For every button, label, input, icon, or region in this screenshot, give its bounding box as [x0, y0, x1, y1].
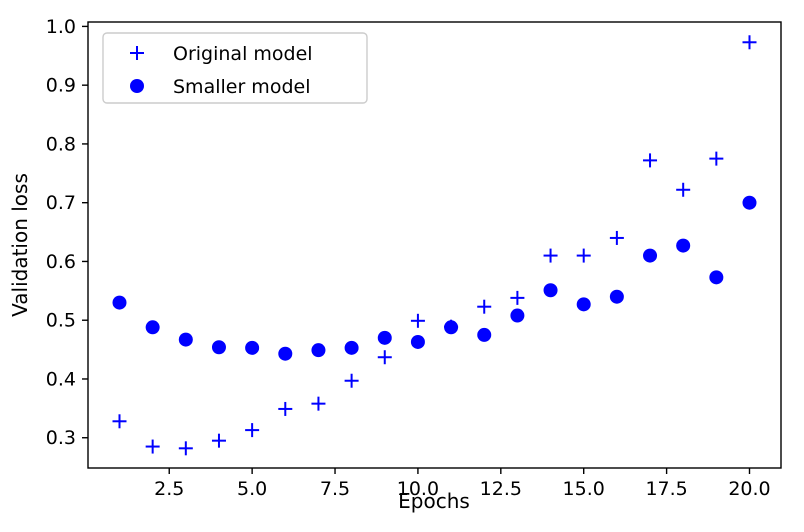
legend: Original model Smaller model	[102, 32, 368, 104]
data-point-plus	[510, 290, 525, 305]
data-point-plus	[344, 373, 359, 388]
data-point-plus	[145, 439, 160, 454]
y-tick-label: 0.9	[46, 75, 76, 97]
data-point-circle	[576, 297, 591, 312]
data-point-circle	[211, 340, 226, 355]
y-tick-label: 0.8	[46, 133, 76, 155]
data-point-circle	[112, 295, 127, 310]
x-tick-label: 5.0	[237, 478, 267, 500]
data-point-plus	[676, 182, 691, 197]
x-tick-label: 20.0	[728, 478, 770, 500]
data-point-circle	[477, 327, 492, 342]
data-point-plus	[477, 299, 492, 314]
data-point-plus	[410, 313, 425, 328]
data-point-circle	[278, 346, 293, 361]
data-point-circle	[609, 289, 624, 304]
x-tick-label: 10.0	[397, 478, 439, 500]
legend-label: Smaller model	[173, 76, 310, 98]
plot-border	[87, 21, 782, 469]
y-tick-label: 0.3	[46, 427, 76, 449]
axis-ticks: 2.5 5.0 7.5 10.0 12.5 15.0 17.5 20.0 0.3 0.4 0.5 0.…	[46, 16, 771, 500]
y-tick-label: 0.7	[46, 192, 76, 214]
data-point-plus	[543, 248, 558, 263]
data-point-plus	[130, 46, 144, 60]
data-point-plus	[377, 350, 392, 365]
series-circle	[112, 195, 757, 361]
data-point-circle	[245, 340, 260, 355]
data-point-circle	[377, 330, 392, 345]
plot-frame	[87, 21, 782, 469]
data-point-circle	[742, 195, 757, 210]
y-tick-label: 1.0	[46, 16, 76, 38]
data-point-plus	[609, 230, 624, 245]
data-point-circle	[444, 320, 459, 335]
data-point-circle	[178, 332, 193, 347]
x-tick-label: 2.5	[154, 478, 184, 500]
y-tick-label: 0.6	[46, 251, 76, 273]
data-point-plus	[245, 423, 260, 438]
data-point-circle	[543, 283, 558, 298]
data-point-circle	[311, 343, 326, 358]
x-tick-label: 7.5	[320, 478, 350, 500]
data-point-circle	[410, 334, 425, 349]
data-point-circle	[643, 248, 658, 263]
data-point-circle	[344, 340, 359, 355]
y-axis-label: Validation loss	[8, 173, 32, 317]
data-point-plus	[709, 151, 724, 166]
data-points	[112, 35, 757, 456]
data-point-circle	[145, 320, 160, 335]
data-point-plus	[576, 248, 591, 263]
x-axis-label: Epochs	[398, 489, 470, 513]
data-point-plus	[211, 433, 226, 448]
y-tick-label: 0.5	[46, 310, 76, 332]
x-tick-label: 15.0	[563, 478, 605, 500]
data-point-plus	[112, 414, 127, 429]
data-point-plus	[643, 153, 658, 168]
x-tick-label: 12.5	[480, 478, 522, 500]
y-tick-label: 0.4	[46, 368, 76, 390]
legend-box	[102, 32, 368, 104]
data-point-plus	[742, 35, 757, 50]
data-point-plus	[311, 396, 326, 411]
legend-label: Original model	[173, 43, 313, 65]
data-point-circle	[130, 79, 144, 93]
x-tick-label: 17.5	[645, 478, 687, 500]
data-point-circle	[676, 238, 691, 253]
data-point-circle	[510, 308, 525, 323]
data-point-plus	[278, 401, 293, 416]
data-point-plus	[178, 441, 193, 456]
series-plus	[112, 35, 757, 456]
data-point-circle	[709, 270, 724, 285]
